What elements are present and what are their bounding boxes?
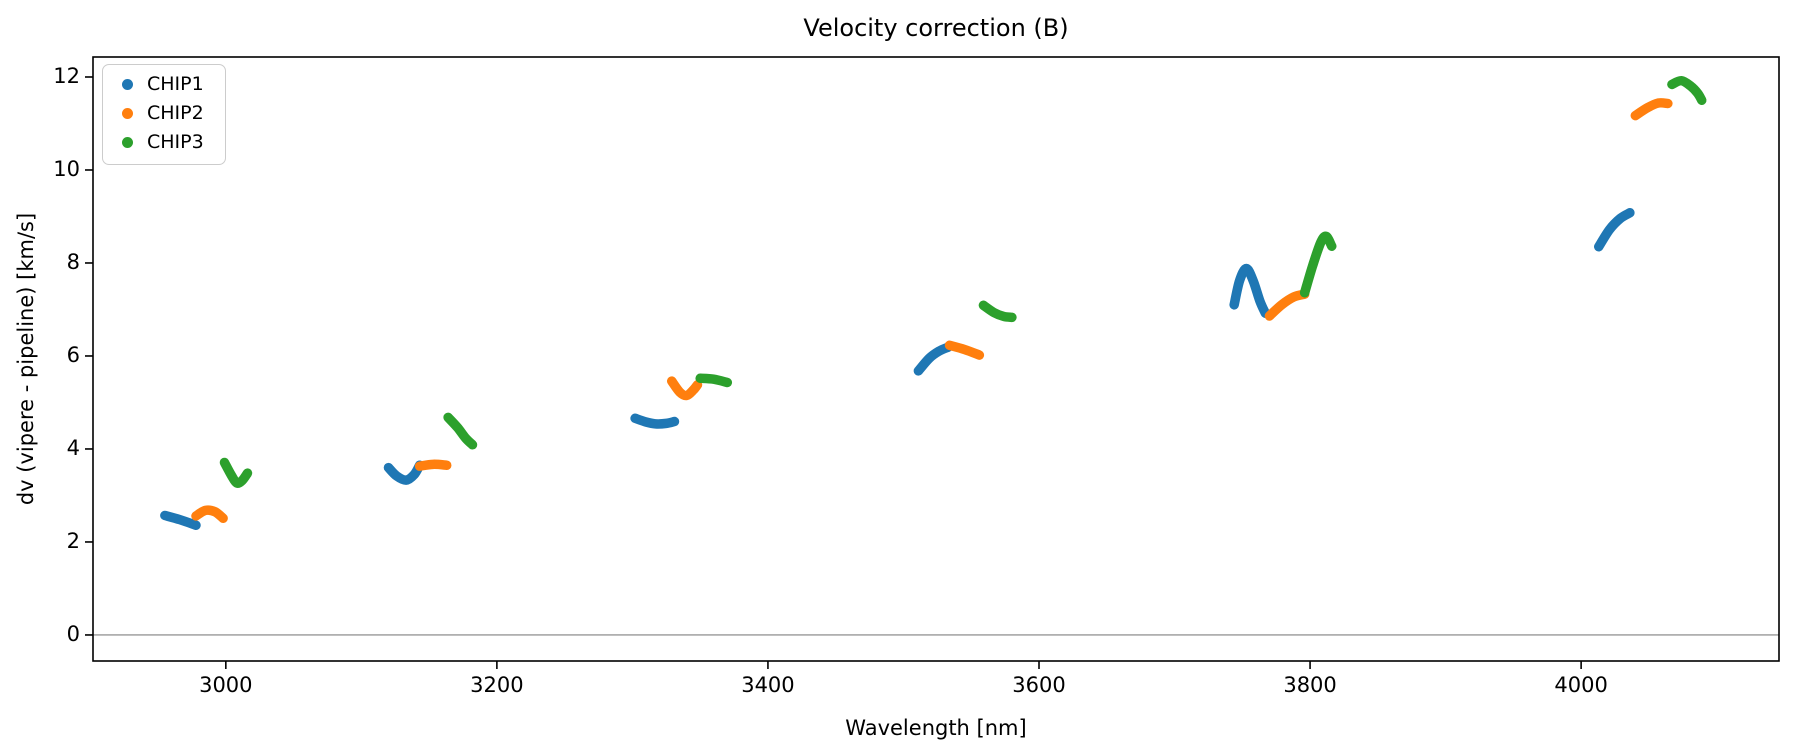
series-CHIP3-segment-5 — [1667, 75, 1707, 105]
y-tick-label-10: 10 — [53, 156, 80, 181]
legend-item-chip2: CHIP2 — [103, 99, 225, 128]
x-tick-label-4000: 4000 — [1554, 673, 1608, 697]
series-CHIP1-segment-2 — [630, 413, 680, 429]
y-tick-label-6: 6 — [66, 342, 80, 367]
y-tick-label-2: 2 — [66, 528, 80, 553]
series-CHIP1-segment-5 — [1593, 208, 1635, 252]
legend-label-chip2: CHIP2 — [147, 102, 204, 124]
series-CHIP1-segment-4 — [1229, 263, 1271, 318]
series-CHIP3-segment-3 — [978, 300, 1017, 323]
series-CHIP1-segment-3 — [913, 342, 953, 376]
legend-item-chip1: CHIP1 — [103, 70, 225, 99]
y-tick-label-4: 4 — [66, 435, 80, 460]
x-axis-label: Wavelength [nm] — [845, 716, 1027, 740]
x-tick-label-3600: 3600 — [1012, 673, 1066, 697]
series-CHIP1-segment-0 — [160, 510, 201, 530]
x-tick-label-3000: 3000 — [199, 673, 253, 697]
series-CHIP2-segment-0 — [191, 505, 228, 523]
y-tick-label-0: 0 — [66, 621, 80, 646]
chip3-marker-icon — [122, 137, 133, 148]
series-CHIP1-segment-1 — [383, 460, 425, 485]
legend-label-chip3: CHIP3 — [147, 131, 204, 153]
series-CHIP3-segment-2 — [695, 373, 733, 388]
legend: CHIP1 CHIP2 CHIP3 — [102, 64, 226, 165]
series-CHIP3-segment-4 — [1299, 231, 1337, 298]
y-tick-label-8: 8 — [66, 249, 80, 274]
series-CHIP2-segment-2 — [666, 376, 703, 401]
x-tick-label-3400: 3400 — [741, 673, 795, 697]
series-CHIP3-segment-0 — [219, 457, 253, 488]
series-CHIP2-segment-5 — [1630, 98, 1673, 121]
series-CHIP2-segment-3 — [944, 340, 985, 360]
series-CHIP2-segment-1 — [414, 459, 452, 471]
y-tick-label-12: 12 — [53, 63, 80, 88]
x-tick-label-3200: 3200 — [470, 673, 524, 697]
legend-label-chip1: CHIP1 — [147, 73, 204, 95]
axes-frame — [92, 56, 1780, 662]
chip1-marker-icon — [122, 79, 133, 90]
series-CHIP3-segment-1 — [443, 412, 478, 450]
legend-item-chip3: CHIP3 — [103, 128, 225, 157]
chart-title: Velocity correction (B) — [803, 14, 1069, 42]
series-CHIP2-segment-4 — [1264, 289, 1310, 321]
chip2-marker-icon — [122, 108, 133, 119]
x-tick-label-3800: 3800 — [1283, 673, 1337, 697]
